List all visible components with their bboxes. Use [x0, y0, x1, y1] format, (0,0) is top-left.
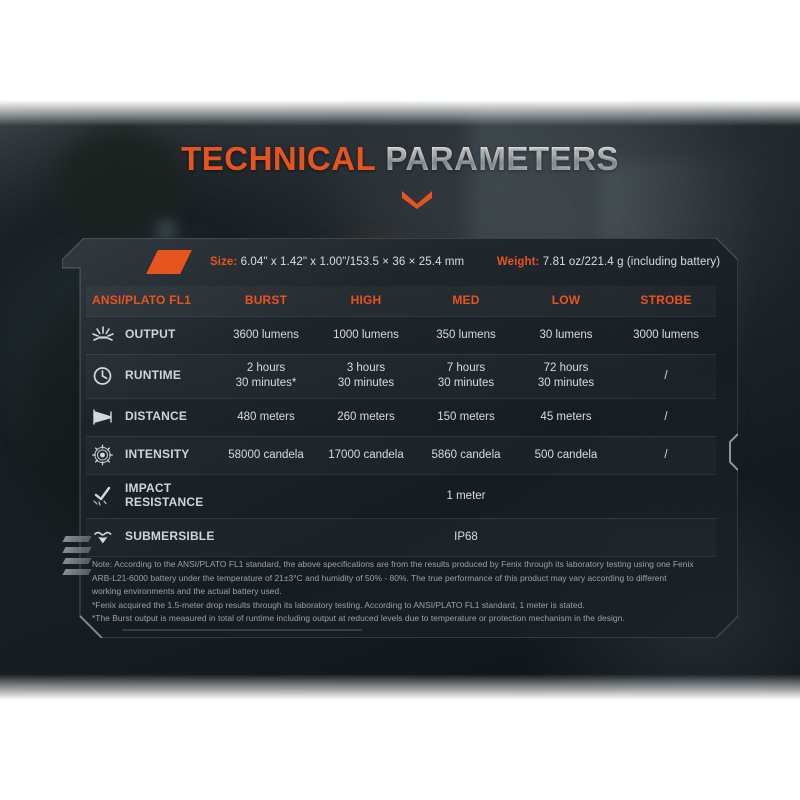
row-label-text: INTENSITY — [125, 447, 190, 462]
row-label-text: OUTPUT — [125, 327, 176, 342]
column-header-high: HIGH — [316, 286, 416, 317]
cell-intensity-burst: 58000 candela — [216, 436, 316, 475]
row-label-distance: DISTANCE — [86, 398, 216, 437]
beam-distance-icon — [93, 409, 112, 425]
row-label-text: RUNTIME — [125, 368, 182, 383]
column-header-med: MED — [416, 286, 516, 317]
row-label-text: SUBMERSIBLE — [125, 529, 215, 544]
row-label-intensity: INTENSITY — [86, 436, 216, 475]
cell-runtime-burst: 2 hours 30 minutes* — [216, 354, 316, 399]
cell-intensity-med: 5860 candela — [416, 436, 516, 475]
row-label-impact-resistance: IMPACT RESISTANCE — [86, 474, 216, 519]
footnote-block: Note: According to the ANSI/PLATO FL1 st… — [92, 558, 698, 626]
cell-output-burst: 3600 lumens — [216, 316, 316, 355]
column-header-low: LOW — [516, 286, 616, 317]
weight-label: Weight: — [496, 256, 540, 268]
cell-output-med: 350 lumens — [416, 316, 516, 355]
clock-icon — [93, 367, 112, 385]
row-label-text: IMPACT RESISTANCE — [125, 481, 204, 510]
row-label-line1: IMPACT — [125, 481, 172, 496]
table-body: OUTPUT 3600 lumens 1000 lumens 350 lumen… — [86, 316, 716, 557]
cell-impact-resistance-value: 1 meter — [216, 474, 716, 519]
cell-submersible-value: IP68 — [216, 518, 716, 557]
footnote-line-1: Note: According to the ANSI/PLATO FL1 st… — [92, 559, 694, 597]
table-row: INTENSITY 58000 candela 17000 candela 58… — [86, 436, 716, 475]
table-row: SUBMERSIBLE IP68 — [86, 518, 716, 557]
cell-intensity-strobe: / — [616, 436, 716, 475]
size-label: Size: — [210, 256, 238, 268]
table-row: RUNTIME 2 hours 30 minutes* 3 hours 30 m… — [86, 354, 716, 399]
cell-runtime-high: 3 hours 30 minutes — [316, 354, 416, 399]
footnote-line-2: *Fenix acquired the 1.5-meter drop resul… — [92, 599, 585, 610]
cell-distance-low: 45 meters — [516, 398, 616, 437]
orange-accent-shape — [146, 250, 192, 274]
row-label-output: OUTPUT — [86, 316, 216, 355]
band-fade-bottom — [0, 674, 800, 700]
table-row: IMPACT RESISTANCE 1 meter — [86, 474, 716, 519]
page-title: TECHNICAL PARAMETERS — [0, 140, 800, 209]
cell-runtime-strobe: / — [616, 354, 716, 399]
band-fade-top — [0, 100, 800, 126]
table-header: ANSI/PLATO FL1 BURST HIGH MED LOW STROBE — [86, 286, 716, 317]
cell-intensity-low: 500 candela — [516, 436, 616, 475]
column-header-burst: BURST — [216, 286, 316, 317]
cell-output-low: 30 lumens — [516, 316, 616, 355]
size-weight-bar: Size: 6.04" x 1.42" x 1.00"/153.5 × 36 ×… — [62, 246, 738, 278]
cell-output-strobe: 3000 lumens — [616, 316, 716, 355]
row-label-text: DISTANCE — [125, 409, 188, 424]
table-row: OUTPUT 3600 lumens 1000 lumens 350 lumen… — [86, 316, 716, 355]
cell-intensity-high: 17000 candela — [316, 436, 416, 475]
row-label-submersible: SUBMERSIBLE — [86, 518, 216, 557]
column-header-strobe: STROBE — [616, 286, 716, 317]
cell-distance-med: 150 meters — [416, 398, 516, 437]
cell-distance-strobe: / — [616, 398, 716, 437]
row-label-line2: RESISTANCE — [125, 495, 204, 509]
weight-value: 7.81 oz/221.4 g (including battery) — [542, 256, 721, 268]
sunburst-icon — [92, 326, 114, 341]
spec-table: ANSI/PLATO FL1 BURST HIGH MED LOW STROBE — [86, 286, 716, 557]
row-label-runtime: RUNTIME — [86, 354, 216, 399]
table-row: DISTANCE 480 meters 260 meters 150 meter… — [86, 398, 716, 437]
title-parameters: PARAMETERS — [375, 140, 619, 177]
column-header-standard: ANSI/PLATO FL1 — [86, 286, 216, 317]
target-intensity-icon — [92, 444, 113, 466]
cell-output-high: 1000 lumens — [316, 316, 416, 355]
footnote-line-3: *The Burst output is measured in total o… — [92, 613, 625, 624]
table-header-row: ANSI/PLATO FL1 BURST HIGH MED LOW STROBE — [86, 286, 716, 317]
impact-drop-icon — [93, 486, 111, 506]
cell-runtime-low: 72 hours 30 minutes — [516, 354, 616, 399]
cell-distance-high: 260 meters — [316, 398, 416, 437]
title-technical: TECHNICAL — [181, 140, 376, 177]
size-value: 6.04" x 1.42" x 1.00"/153.5 × 36 × 25.4 … — [240, 256, 465, 268]
cell-runtime-med: 7 hours 30 minutes — [416, 354, 516, 399]
water-splash-icon — [94, 531, 112, 544]
cell-distance-burst: 480 meters — [216, 398, 316, 437]
